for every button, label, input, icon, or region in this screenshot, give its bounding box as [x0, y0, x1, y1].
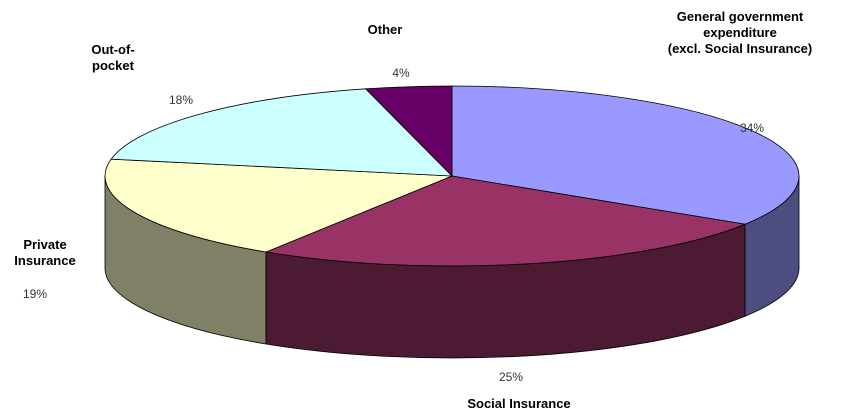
slice-label-other: Other: [368, 22, 403, 37]
slice-label-out-of-pocket: Out-of-pocket: [91, 42, 134, 73]
slice-value-social-insurance: 25%: [499, 370, 523, 384]
pie-slice-out-of-pocket: [110, 88, 454, 177]
slice-label-social-insurance: Social Insurance: [467, 396, 570, 411]
slice-label-private-insurance: Private Insurance: [14, 237, 75, 268]
slice-value-other: 4%: [392, 66, 410, 80]
pie-tops: [104, 85, 800, 267]
pie-slice-private-insurance: [104, 158, 453, 253]
slice-value-general-government-expenditure-excl-social-insurance: 34%: [740, 121, 764, 135]
slice-label-general-government-expenditure-excl-social-insurance: General government expenditure (excl. Soci…: [668, 9, 813, 56]
pie-slice-other: [364, 85, 453, 177]
pie-sides: [104, 175, 800, 359]
pie-slice-general-government-expenditure-excl-social-insurance: [451, 85, 800, 225]
slice-value-out-of-pocket: 18%: [169, 93, 193, 107]
pie-labels: General government expenditure (excl. Soci…: [14, 9, 812, 411]
slice-value-private-insurance: 19%: [23, 287, 47, 301]
pie-slice-social-insurance: [264, 175, 747, 267]
